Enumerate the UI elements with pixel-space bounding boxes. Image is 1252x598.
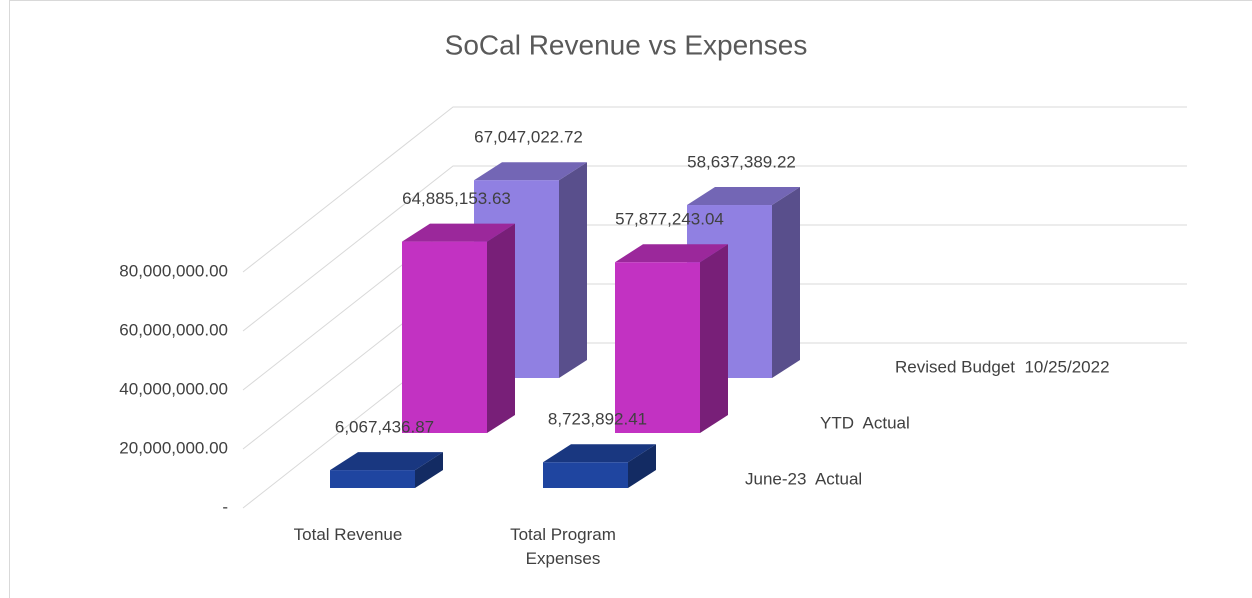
bar-top <box>543 444 656 463</box>
y-tick-label: - <box>222 497 228 516</box>
legend-label: YTD Actual <box>820 413 910 432</box>
bar-top <box>402 223 515 242</box>
y-tick-label: 60,000,000.00 <box>119 320 228 339</box>
chart-border <box>9 0 1252 598</box>
y-tick-label: 40,000,000.00 <box>119 379 228 398</box>
bar <box>615 262 700 433</box>
x-tick-label: Total Revenue <box>293 525 403 544</box>
bar-top <box>474 162 587 181</box>
chart-title: SoCal Revenue vs Expenses <box>445 29 808 60</box>
bar-side <box>772 187 800 378</box>
data-label: 67,047,022.72 <box>474 128 583 147</box>
bar-top <box>687 187 800 206</box>
y-tick-label: 20,000,000.00 <box>119 438 228 457</box>
bar-top <box>330 452 443 471</box>
bar-side <box>487 223 515 433</box>
bar <box>330 470 415 488</box>
bar <box>402 241 487 433</box>
legend-label: June-23 Actual <box>745 469 862 488</box>
bar <box>543 462 628 488</box>
bar-side <box>628 444 656 488</box>
grid-line <box>242 106 1187 273</box>
grid-line <box>242 165 1187 332</box>
data-label: 64,885,153.63 <box>402 189 511 208</box>
data-label: 6,067,436.87 <box>335 418 434 437</box>
data-label: 58,637,389.22 <box>687 153 796 172</box>
bar-top <box>615 244 728 263</box>
data-label: 57,877,243.04 <box>615 210 724 229</box>
legend-label: Revised Budget 10/25/2022 <box>895 357 1110 376</box>
x-tick-label: Total Program Expenses <box>510 525 616 568</box>
y-tick-label: 80,000,000.00 <box>119 261 228 280</box>
bar-side <box>559 162 587 378</box>
data-label: 8,723,892.41 <box>548 410 647 429</box>
bar-side <box>415 452 443 488</box>
bar-side <box>700 244 728 433</box>
